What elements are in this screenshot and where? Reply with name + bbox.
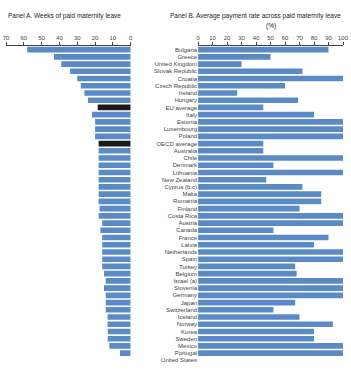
svg-text:Latvia: Latvia: [181, 242, 198, 248]
svg-text:70: 70: [296, 35, 303, 41]
svg-text:OECD average: OECD average: [156, 141, 197, 147]
svg-text:Canada: Canada: [176, 227, 198, 233]
svg-text:EU average: EU average: [165, 105, 197, 111]
svg-text:Turkey: Turkey: [179, 264, 197, 270]
svg-text:United Kingdom: United Kingdom: [154, 61, 197, 67]
svg-text:Austria: Austria: [178, 220, 197, 226]
svg-text:Greece: Greece: [177, 54, 197, 60]
svg-text:Spain: Spain: [182, 256, 197, 262]
svg-text:0: 0: [196, 35, 200, 41]
svg-text:30: 30: [74, 35, 81, 41]
svg-text:80: 80: [311, 35, 318, 41]
svg-text:60: 60: [20, 35, 27, 41]
svg-text:(%): (%): [266, 22, 276, 30]
svg-text:70: 70: [3, 35, 10, 41]
svg-text:Germany: Germany: [172, 292, 197, 298]
svg-text:Malta: Malta: [182, 191, 197, 197]
svg-text:90: 90: [325, 35, 332, 41]
svg-text:New Zealand: New Zealand: [162, 177, 197, 183]
svg-text:Lithuania: Lithuania: [173, 170, 198, 176]
svg-text:Denmark: Denmark: [173, 162, 198, 168]
svg-text:Poland: Poland: [178, 133, 197, 139]
svg-text:Czech Republic: Czech Republic: [155, 83, 197, 89]
svg-text:Portugal: Portugal: [175, 350, 197, 356]
svg-text:Croatia: Croatia: [178, 76, 198, 82]
svg-text:10: 10: [110, 35, 117, 41]
svg-text:Panel B. Average payment rate: Panel B. Average payment rate across pai…: [170, 12, 341, 20]
svg-text:Hungary: Hungary: [174, 97, 197, 103]
svg-text:Australia: Australia: [174, 148, 198, 154]
svg-text:Chile: Chile: [183, 155, 197, 161]
svg-text:Italy: Italy: [186, 112, 197, 118]
svg-text:France: France: [178, 235, 197, 241]
svg-text:Mexico: Mexico: [178, 343, 198, 349]
svg-text:Japan: Japan: [181, 300, 197, 306]
svg-text:Luxembourg: Luxembourg: [164, 126, 197, 132]
svg-text:Romania: Romania: [173, 198, 198, 204]
svg-text:40: 40: [56, 35, 63, 41]
svg-text:Sweden: Sweden: [175, 336, 197, 342]
svg-text:Costa Rica: Costa Rica: [168, 213, 198, 219]
svg-text:10: 10: [209, 35, 216, 41]
svg-text:0: 0: [129, 35, 133, 41]
svg-text:30: 30: [238, 35, 245, 41]
svg-text:Switzerland: Switzerland: [166, 307, 197, 313]
svg-text:50: 50: [267, 35, 274, 41]
svg-text:Iceland: Iceland: [178, 314, 197, 320]
svg-text:Panel A. Weeks of paid materni: Panel A. Weeks of paid maternity leave: [8, 12, 121, 20]
svg-text:20: 20: [224, 35, 231, 41]
svg-text:50: 50: [38, 35, 45, 41]
svg-text:40: 40: [253, 35, 260, 41]
svg-text:Finland: Finland: [177, 206, 197, 212]
svg-text:Cyprus (b.c): Cyprus (b.c): [164, 184, 197, 190]
svg-text:Norway: Norway: [177, 321, 197, 327]
svg-text:60: 60: [282, 35, 289, 41]
svg-text:20: 20: [92, 35, 99, 41]
svg-text:Estonia: Estonia: [177, 119, 198, 125]
svg-text:Netherlands: Netherlands: [165, 249, 197, 255]
svg-text:Ireland: Ireland: [179, 90, 197, 96]
svg-text:Belgium: Belgium: [175, 271, 197, 277]
svg-text:Slovak Republic: Slovak Republic: [154, 68, 197, 74]
svg-text:Bulgaria: Bulgaria: [175, 47, 198, 53]
svg-text:United States: United States: [161, 357, 197, 363]
svg-text:100: 100: [338, 35, 349, 41]
svg-text:Slovenia: Slovenia: [174, 285, 198, 291]
svg-text:Korea: Korea: [181, 329, 198, 335]
svg-text:Israel (a): Israel (a): [173, 278, 197, 284]
